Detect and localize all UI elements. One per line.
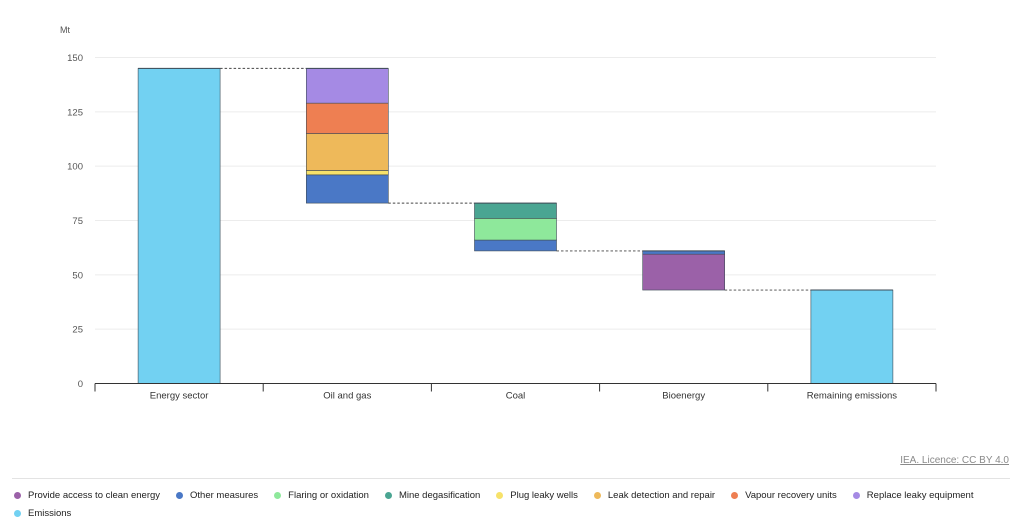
legend-swatch: [593, 492, 601, 499]
legend-label: Provide access to clean energy: [28, 490, 161, 501]
legend-label: Replace leaky equipment: [866, 490, 974, 501]
bar-segment: [305, 174, 389, 204]
bar-segment: [474, 239, 557, 252]
legend-swatch: [384, 492, 392, 499]
x-tick-label: Oil and gas: [323, 391, 371, 402]
legend-item[interactable]: Vapour recovery units: [731, 489, 837, 502]
bar-segment: [305, 102, 389, 134]
y-tick-label: 100: [67, 162, 83, 173]
legend-label: Mine degasification: [398, 490, 481, 501]
bar-segment: [474, 202, 557, 219]
legend-swatch: [852, 492, 860, 499]
x-tick-label: Bioenergy: [662, 391, 705, 402]
legend-swatch: [176, 492, 184, 499]
legend-label: Emissions: [28, 508, 72, 519]
legend-label: Other measures: [190, 490, 259, 501]
bar-segment: [305, 133, 389, 171]
y-tick-label: 150: [67, 53, 83, 64]
y-tick-label: 75: [72, 216, 83, 227]
x-tick-label: Coal: [506, 391, 526, 402]
bar-segment: [642, 253, 726, 291]
x-tick-label: Remaining emissions: [807, 391, 898, 402]
bar-segment: [137, 68, 221, 384]
legend-item[interactable]: Provide access to clean energy: [14, 489, 160, 502]
bar-segment: [305, 68, 389, 104]
chart-plot: Mt 0 25 50 75 100 125 150 Energy sector Oil and g…: [60, 25, 937, 402]
legend-item[interactable]: Flaring or oxidation: [274, 489, 369, 502]
legend-item[interactable]: Mine degasification: [384, 489, 481, 502]
legend-item[interactable]: Plug leaky wells: [496, 489, 578, 502]
legend-swatch: [14, 492, 21, 499]
y-axis-unit: Mt: [60, 25, 70, 35]
legend-swatch: [274, 492, 282, 499]
licence-link[interactable]: IEA. Licence: CC BY 4.0: [900, 455, 1009, 466]
x-tick-label: Energy sector: [150, 391, 209, 402]
legend-label: Plug leaky wells: [510, 490, 578, 501]
y-tick-label: 50: [72, 270, 83, 281]
legend-item[interactable]: Other measures: [176, 489, 258, 502]
legend-divider: [12, 478, 1010, 479]
legend-item[interactable]: Replace leaky equipment: [852, 489, 974, 502]
legend-label: Vapour recovery units: [745, 490, 837, 501]
legend-swatch: [496, 492, 504, 499]
legend-item[interactable]: Emissions: [14, 507, 71, 520]
y-tick-label: 0: [78, 379, 83, 390]
legend-label: Flaring or oxidation: [288, 490, 369, 501]
y-tick-label: 25: [72, 325, 83, 336]
bar-segment: [474, 218, 557, 241]
legend-swatch: [731, 492, 739, 499]
bar-segment: [810, 289, 894, 384]
legend-label: Leak detection and repair: [607, 490, 716, 501]
legend-swatch: [14, 510, 21, 517]
bar-segment: [305, 170, 389, 176]
legend-item[interactable]: Leak detection and repair: [593, 489, 716, 502]
chart-legend: Provide access to clean energy Other meas…: [14, 489, 1004, 520]
y-tick-label: 125: [67, 107, 83, 118]
